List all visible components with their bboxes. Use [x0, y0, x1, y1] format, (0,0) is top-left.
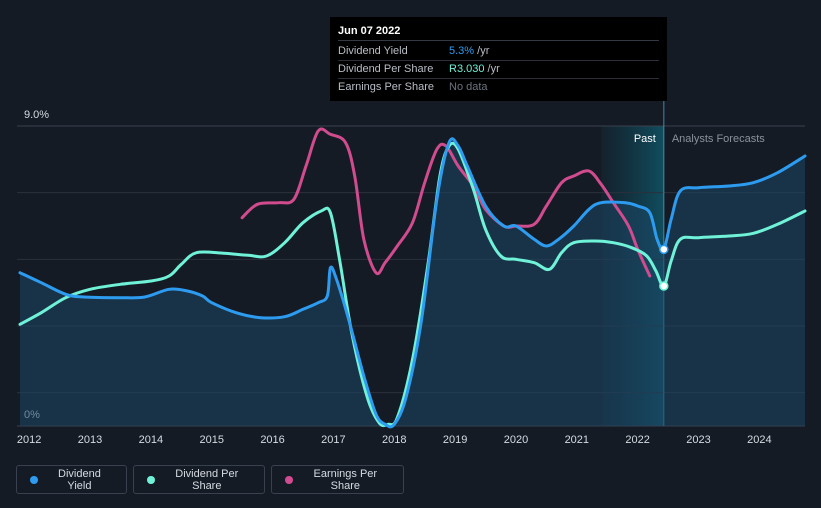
x-tick-label: 2021: [565, 434, 589, 446]
legend-dot-icon: [30, 475, 38, 484]
legend-dividend-yield[interactable]: Dividend Yield: [16, 465, 127, 494]
y-axis-max-label: 9.0%: [24, 109, 49, 121]
x-tick-label: 2023: [686, 434, 710, 446]
x-tick-label: 2012: [17, 434, 41, 446]
tooltip-label: Dividend Per Share: [338, 63, 434, 75]
x-tick-label: 2022: [625, 434, 649, 446]
legend-label: Dividend Yield: [58, 467, 101, 492]
legend-earnings-per-share[interactable]: Earnings Per Share: [271, 465, 404, 494]
tooltip-row-dividend-per-share: Dividend Per Share R3.030 /yr: [338, 62, 659, 79]
x-tick-label: 2013: [78, 434, 102, 446]
tooltip-row-dividend-yield: Dividend Yield 5.3% /yr: [338, 44, 659, 61]
legend-label: Earnings Per Share: [313, 467, 378, 492]
legend-dot-icon: [285, 475, 293, 484]
forecast-label: Analysts Forecasts: [672, 133, 765, 145]
tooltip-row-earnings-per-share: Earnings Per Share No data: [338, 80, 659, 96]
hover-tooltip: Jun 07 2022 Dividend Yield 5.3% /yr Divi…: [330, 17, 667, 101]
tooltip-value: R3.030: [449, 63, 485, 75]
tooltip-value: 5.3%: [449, 45, 475, 57]
x-tick-label: 2018: [382, 434, 406, 446]
tooltip-suffix: /yr: [474, 45, 490, 57]
x-tick-label: 2020: [504, 434, 528, 446]
x-tick-label: 2014: [139, 434, 163, 446]
dividend-yield-area: [20, 138, 805, 427]
x-tick-label: 2019: [443, 434, 467, 446]
tooltip-label: Earnings Per Share: [338, 81, 434, 93]
dividend-yield-line: [18, 137, 807, 429]
earnings-per-share-line: [240, 127, 652, 278]
x-tick-label: 2024: [747, 434, 771, 446]
x-tick-label: 2015: [199, 434, 223, 446]
x-tick-label: 2016: [260, 434, 284, 446]
legend-label: Dividend Per Share: [175, 467, 239, 492]
tooltip-value: No data: [449, 81, 488, 93]
past-label: Past: [634, 133, 656, 145]
dividend-per-share-marker: [659, 281, 669, 291]
legend-dot-icon: [147, 475, 155, 484]
x-tick-label: 2017: [321, 434, 345, 446]
dividend-yield-marker: [659, 244, 669, 255]
tooltip-date: Jun 07 2022: [338, 24, 659, 41]
tooltip-suffix: /yr: [484, 63, 500, 75]
tooltip-label: Dividend Yield: [338, 45, 408, 57]
legend-dividend-per-share[interactable]: Dividend Per Share: [133, 465, 265, 494]
